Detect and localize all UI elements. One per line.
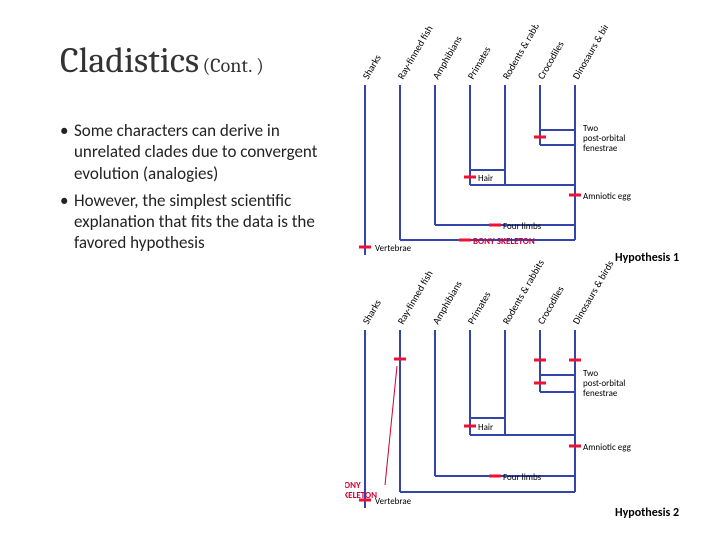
svg-text:Twopost-orbitalfenestrae: Twopost-orbitalfenestrae bbox=[583, 368, 625, 399]
svg-text:Ray-finned fish: Ray-finned fish bbox=[394, 268, 435, 327]
svg-text:Amniotic egg: Amniotic egg bbox=[583, 442, 632, 453]
svg-text:Dinosaurs & birds: Dinosaurs & birds bbox=[569, 258, 616, 327]
svg-text:Hair: Hair bbox=[478, 173, 493, 184]
svg-text:Primates: Primates bbox=[464, 44, 493, 82]
svg-text:Primates: Primates bbox=[464, 289, 493, 327]
svg-text:BONYSKELETON: BONYSKELETON bbox=[345, 480, 377, 501]
svg-text:Twopost-orbitalfenestrae: Twopost-orbitalfenestrae bbox=[583, 123, 625, 154]
bullet-list: • Some characters can derive in unrelate… bbox=[60, 120, 330, 260]
svg-text:Vertebrae: Vertebrae bbox=[375, 496, 412, 507]
cladogram-panel: SharksRay-finned fishAmphibiansPrimatesR… bbox=[345, 25, 710, 520]
slide: Cladistics (Cont. ) • Some characters ca… bbox=[0, 0, 720, 540]
svg-text:Hair: Hair bbox=[478, 422, 493, 433]
svg-text:Sharks: Sharks bbox=[359, 297, 384, 327]
svg-text:Crocodiles: Crocodiles bbox=[534, 38, 566, 81]
bullet-marker: • bbox=[60, 190, 74, 254]
bullet-item: • However, the simplest scientific expla… bbox=[60, 190, 330, 254]
bullet-text: However, the simplest scientific explana… bbox=[74, 190, 330, 254]
svg-text:Four limbs: Four limbs bbox=[503, 472, 542, 483]
svg-text:Vertebrae: Vertebrae bbox=[375, 243, 412, 254]
bullet-text: Some characters can derive in unrelated … bbox=[74, 120, 330, 184]
svg-text:Sharks: Sharks bbox=[359, 52, 384, 82]
svg-text:Four limbs: Four limbs bbox=[503, 221, 542, 232]
bullet-item: • Some characters can derive in unrelate… bbox=[60, 120, 330, 184]
svg-text:BONY SKELETON: BONY SKELETON bbox=[473, 236, 535, 247]
svg-text:Amphibians: Amphibians bbox=[429, 33, 464, 81]
bullet-marker: • bbox=[60, 120, 74, 184]
svg-text:Crocodiles: Crocodiles bbox=[534, 283, 566, 326]
slide-title: Cladistics (Cont. ) bbox=[60, 40, 264, 81]
svg-text:Hypothesis 2: Hypothesis 2 bbox=[615, 506, 679, 520]
svg-text:Dinosaurs & birds: Dinosaurs & birds bbox=[569, 25, 616, 81]
title-main: Cladistics bbox=[60, 40, 199, 81]
title-sub: (Cont. ) bbox=[203, 54, 264, 77]
svg-text:Hypothesis 1: Hypothesis 1 bbox=[615, 251, 679, 265]
svg-text:Amphibians: Amphibians bbox=[429, 278, 464, 326]
svg-text:Amniotic egg: Amniotic egg bbox=[583, 191, 632, 202]
cladogram-svg: SharksRay-finned fishAmphibiansPrimatesR… bbox=[345, 25, 710, 520]
